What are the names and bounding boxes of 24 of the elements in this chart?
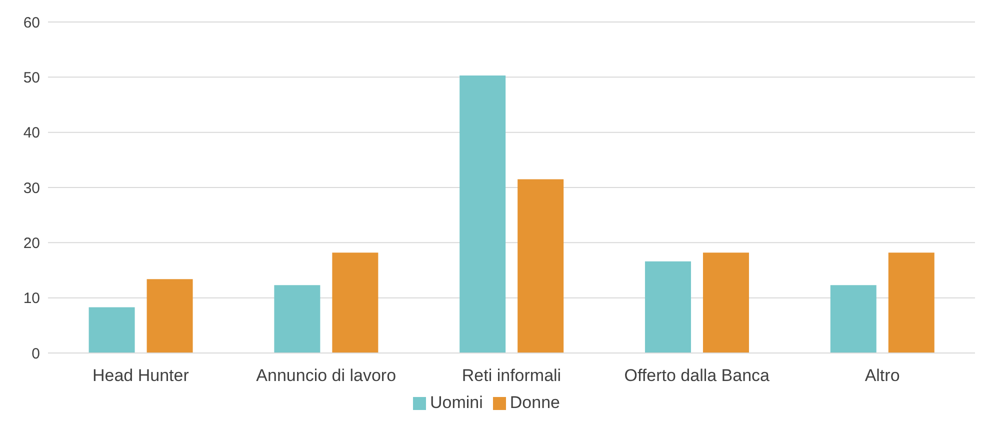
bar bbox=[274, 285, 320, 353]
x-tick-label: Head Hunter bbox=[92, 366, 190, 386]
bar bbox=[146, 279, 193, 353]
bar bbox=[460, 76, 506, 353]
bar bbox=[888, 252, 934, 353]
y-tick-label: 10 bbox=[23, 290, 40, 308]
bar bbox=[88, 307, 135, 353]
bar bbox=[830, 285, 876, 353]
y-tick-label: 20 bbox=[23, 234, 40, 252]
x-tick-label: Reti informali bbox=[462, 366, 562, 386]
bar bbox=[644, 261, 691, 353]
y-tick-label: 0 bbox=[32, 345, 40, 362]
x-tick-label: Offerto dalla Banca bbox=[624, 366, 770, 386]
bar bbox=[332, 252, 378, 353]
legend-label: Donne bbox=[510, 393, 560, 412]
x-tick-label: Annuncio di lavoro bbox=[256, 366, 396, 386]
y-tick-label: 40 bbox=[23, 124, 40, 142]
y-tick-label: 60 bbox=[23, 14, 40, 32]
bar bbox=[702, 252, 749, 353]
y-tick-label: 50 bbox=[23, 69, 40, 86]
y-tick-label: 30 bbox=[23, 180, 40, 197]
bar bbox=[518, 179, 564, 353]
x-tick-label: Altro bbox=[864, 366, 900, 386]
legend-label: Uomini bbox=[430, 393, 483, 412]
